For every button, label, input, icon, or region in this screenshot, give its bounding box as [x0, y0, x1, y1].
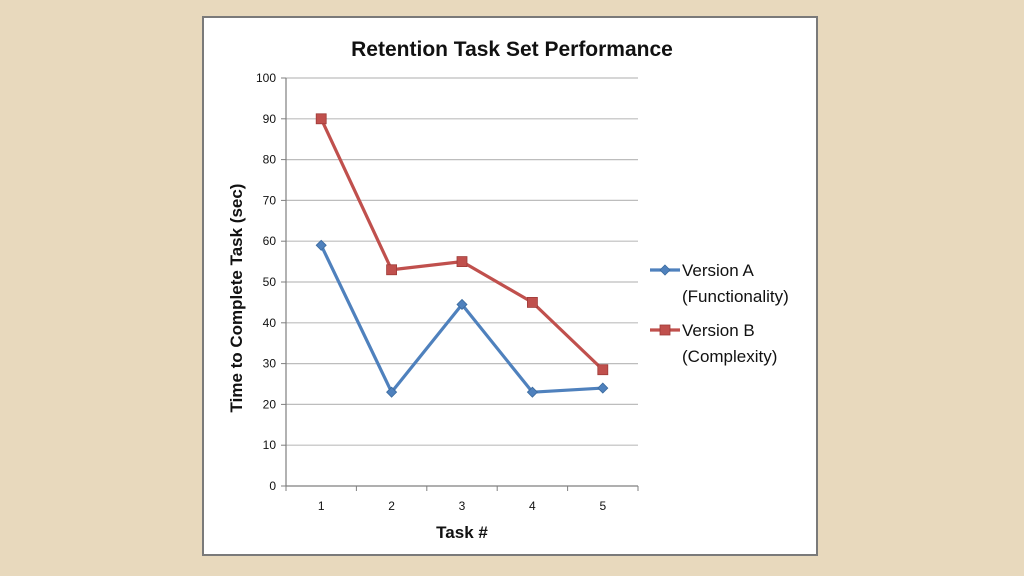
gridlines [281, 77, 638, 487]
data-point [597, 382, 609, 394]
chart-frame: Retention Task Set Performance 0 10 20 30 40… [202, 16, 818, 556]
legend-item-version-a: Version A (Functionality) [650, 261, 789, 306]
y-tick-label: 40 [263, 316, 277, 330]
y-axis-label: Time to Complete Task (sec) [227, 184, 246, 413]
chart-svg: Retention Task Set Performance 010203040… [227, 38, 789, 542]
y-tick-label: 70 [263, 193, 277, 207]
series-version-b [315, 113, 609, 376]
x-tick-label: 2 [388, 499, 395, 513]
y-tick-label: 30 [263, 357, 277, 371]
series-line [319, 244, 603, 394]
data-point [386, 264, 398, 276]
data-point [526, 386, 538, 398]
legend-label: Version A [682, 261, 754, 280]
y-tick-label: 10 [263, 438, 277, 452]
legend-label: Version B [682, 321, 755, 340]
series-layer [315, 113, 609, 398]
y-tick-label: 50 [263, 275, 277, 289]
data-point [315, 113, 327, 125]
data-point [315, 239, 327, 251]
data-point [456, 256, 468, 268]
data-point [456, 298, 468, 311]
y-tick-label: 90 [263, 112, 277, 126]
legend: Version A (Functionality) Version B (Comple… [650, 261, 789, 366]
y-tick-label: 20 [263, 397, 277, 411]
y-tick-label: 100 [256, 71, 276, 85]
data-point [386, 386, 398, 398]
x-tick-label: 1 [318, 499, 325, 513]
legend-label: (Functionality) [682, 287, 789, 306]
x-tick-label: 4 [529, 499, 536, 513]
legend-item-version-b: Version B (Complexity) [650, 321, 777, 366]
y-tick-label: 0 [269, 479, 276, 493]
y-tick-label: 60 [263, 234, 277, 248]
x-tick-label: 3 [459, 499, 466, 513]
chart-title: Retention Task Set Performance [351, 38, 673, 61]
y-tick-labels: 0 10 20 30 40 50 60 70 80 90 100 [256, 71, 276, 493]
x-tick-label: 5 [599, 499, 606, 513]
data-point [526, 296, 538, 308]
axes [285, 78, 639, 491]
series-version-a [315, 239, 609, 398]
legend-marker [659, 324, 671, 336]
data-point [597, 364, 609, 376]
y-tick-label: 80 [263, 153, 277, 167]
legend-marker [659, 264, 671, 276]
x-axis-label: Task # [436, 523, 488, 542]
x-tick-labels: 1 2 3 4 5 [318, 499, 607, 513]
legend-label: (Complexity) [682, 347, 777, 366]
